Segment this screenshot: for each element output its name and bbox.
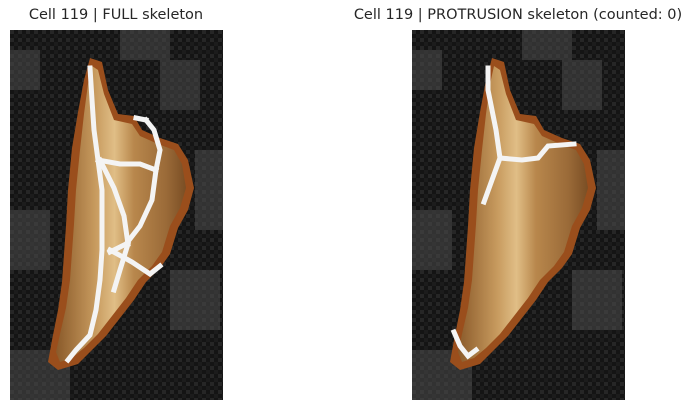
- full-skeleton-image: [10, 30, 223, 400]
- protrusion-skeleton-lines: [450, 65, 577, 360]
- protrusion-skeleton-image: [412, 30, 625, 400]
- skeleton-lines: [64, 65, 164, 364]
- panel-title-protrusion: Cell 119 | PROTRUSION skeleton (counted:…: [353, 7, 683, 23]
- tissue-patches: [10, 30, 223, 400]
- panel-title-full: Cell 119 | FULL skeleton: [28, 7, 204, 23]
- cell-fill: [458, 66, 588, 362]
- tissue-patches: [412, 30, 625, 400]
